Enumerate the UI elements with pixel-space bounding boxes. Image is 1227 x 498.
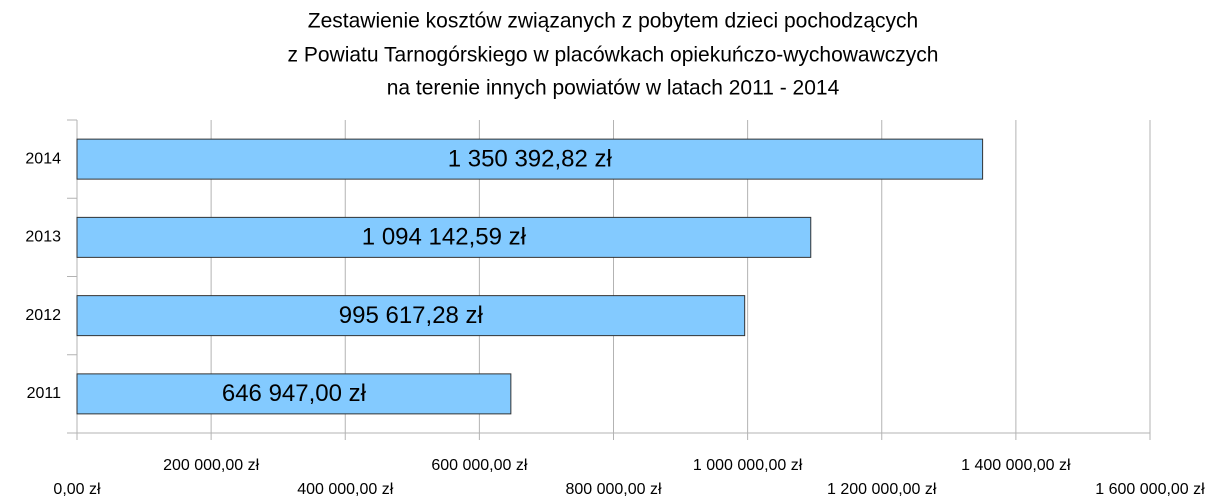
x-tick-label: 800 000,00 zł: [565, 481, 662, 498]
x-tick-label: 1 200 000,00 zł: [827, 481, 937, 498]
x-tick-label: 200 000,00 zł: [163, 457, 260, 474]
value-label: 1 094 142,59 zł: [362, 224, 527, 251]
y-tick-label: 2011: [27, 385, 62, 402]
y-tick-label: 2012: [25, 307, 61, 324]
x-tick-label: 600 000,00 zł: [431, 457, 528, 474]
x-tick-label: 1 400 000,00 zł: [961, 457, 1071, 474]
chart-title: na terenie innych powiatów w latach 2011…: [387, 77, 840, 100]
y-tick-label: 2014: [25, 150, 61, 167]
bar: [76, 373, 512, 415]
x-tick-label: 0,00 zł: [53, 481, 101, 498]
bar: [76, 138, 984, 180]
value-label: 1 350 392,82 zł: [448, 145, 613, 172]
bar: [76, 216, 812, 258]
chart-title: z Powiatu Tarnogórskiego w placówkach op…: [288, 44, 939, 67]
x-tick-label: 400 000,00 zł: [297, 481, 394, 498]
value-label: 995 617,28 zł: [339, 302, 484, 329]
x-tick-label: 1 000 000,00 zł: [693, 457, 803, 474]
value-label: 646 947,00 zł: [222, 380, 367, 407]
x-tick-label: 1 600 000,00 zł: [1095, 481, 1205, 498]
y-tick-label: 2013: [25, 229, 61, 246]
bar: [76, 295, 746, 337]
chart-title: Zestawienie kosztów związanych z pobytem…: [308, 10, 918, 33]
